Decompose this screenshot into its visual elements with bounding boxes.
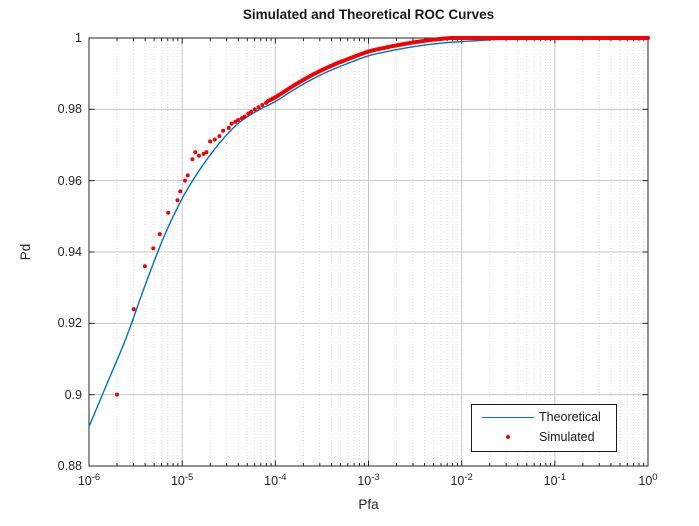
y-tick-label: 0.9 (64, 387, 82, 402)
simulated-point (242, 114, 247, 119)
simulated-point (178, 189, 183, 194)
simulated-point (190, 157, 195, 162)
simulated-point (142, 264, 147, 269)
x-tick-label: 10-3 (357, 472, 380, 488)
simulated-point (236, 118, 241, 123)
simulated-point (196, 153, 201, 158)
simulated-point (221, 128, 226, 133)
y-tick-label: 0.94 (57, 245, 82, 259)
simulated-point (157, 232, 162, 237)
x-axis-label: Pfa (358, 497, 379, 512)
y-tick-label: 0.92 (57, 316, 82, 331)
x-tick-label: 10-2 (450, 472, 473, 488)
x-tick-label: 10-5 (170, 472, 194, 488)
legend-label-simulated: Simulated (539, 430, 595, 444)
x-tick-label: 10-4 (264, 472, 287, 488)
simulated-point (260, 103, 265, 108)
x-tick-label: 10-1 (543, 472, 566, 488)
simulated-point (185, 173, 190, 178)
legend-line-sample (482, 416, 534, 418)
simulated-point (175, 198, 180, 203)
simulated-point (151, 246, 156, 251)
chart-title: Simulated and Theoretical ROC Curves (242, 7, 495, 22)
simulated-point (229, 121, 234, 126)
simulated-point (226, 125, 231, 130)
legend-swatch (482, 435, 534, 439)
simulated-point (208, 139, 213, 144)
legend-item-theoretical: Theoretical (472, 407, 616, 427)
simulated-point (249, 109, 254, 114)
x-tick-label: 100 (638, 472, 658, 488)
legend-item-simulated: Simulated (472, 427, 616, 447)
y-tick-label: 1 (75, 31, 82, 45)
legend-swatch (482, 416, 534, 418)
simulated-point (114, 392, 119, 397)
simulated-point (212, 137, 217, 142)
simulated-point (131, 307, 136, 312)
simulated-point (252, 107, 257, 112)
simulated-point (193, 150, 198, 155)
legend: Theoretical Simulated (471, 404, 617, 452)
y-tick-label: 0.88 (57, 459, 82, 473)
legend-marker-sample (506, 435, 510, 439)
simulated-point (182, 178, 187, 183)
simulated-point (256, 105, 261, 110)
y-tick-label: 0.96 (57, 173, 82, 188)
legend-label-theoretical: Theoretical (539, 410, 601, 424)
x-tick-label: 10-6 (77, 472, 101, 488)
simulated-point (166, 210, 171, 215)
simulated-point (646, 36, 650, 40)
simulated-point (204, 150, 209, 155)
y-tick-label: 0.98 (57, 102, 82, 117)
simulated-point (217, 134, 222, 139)
